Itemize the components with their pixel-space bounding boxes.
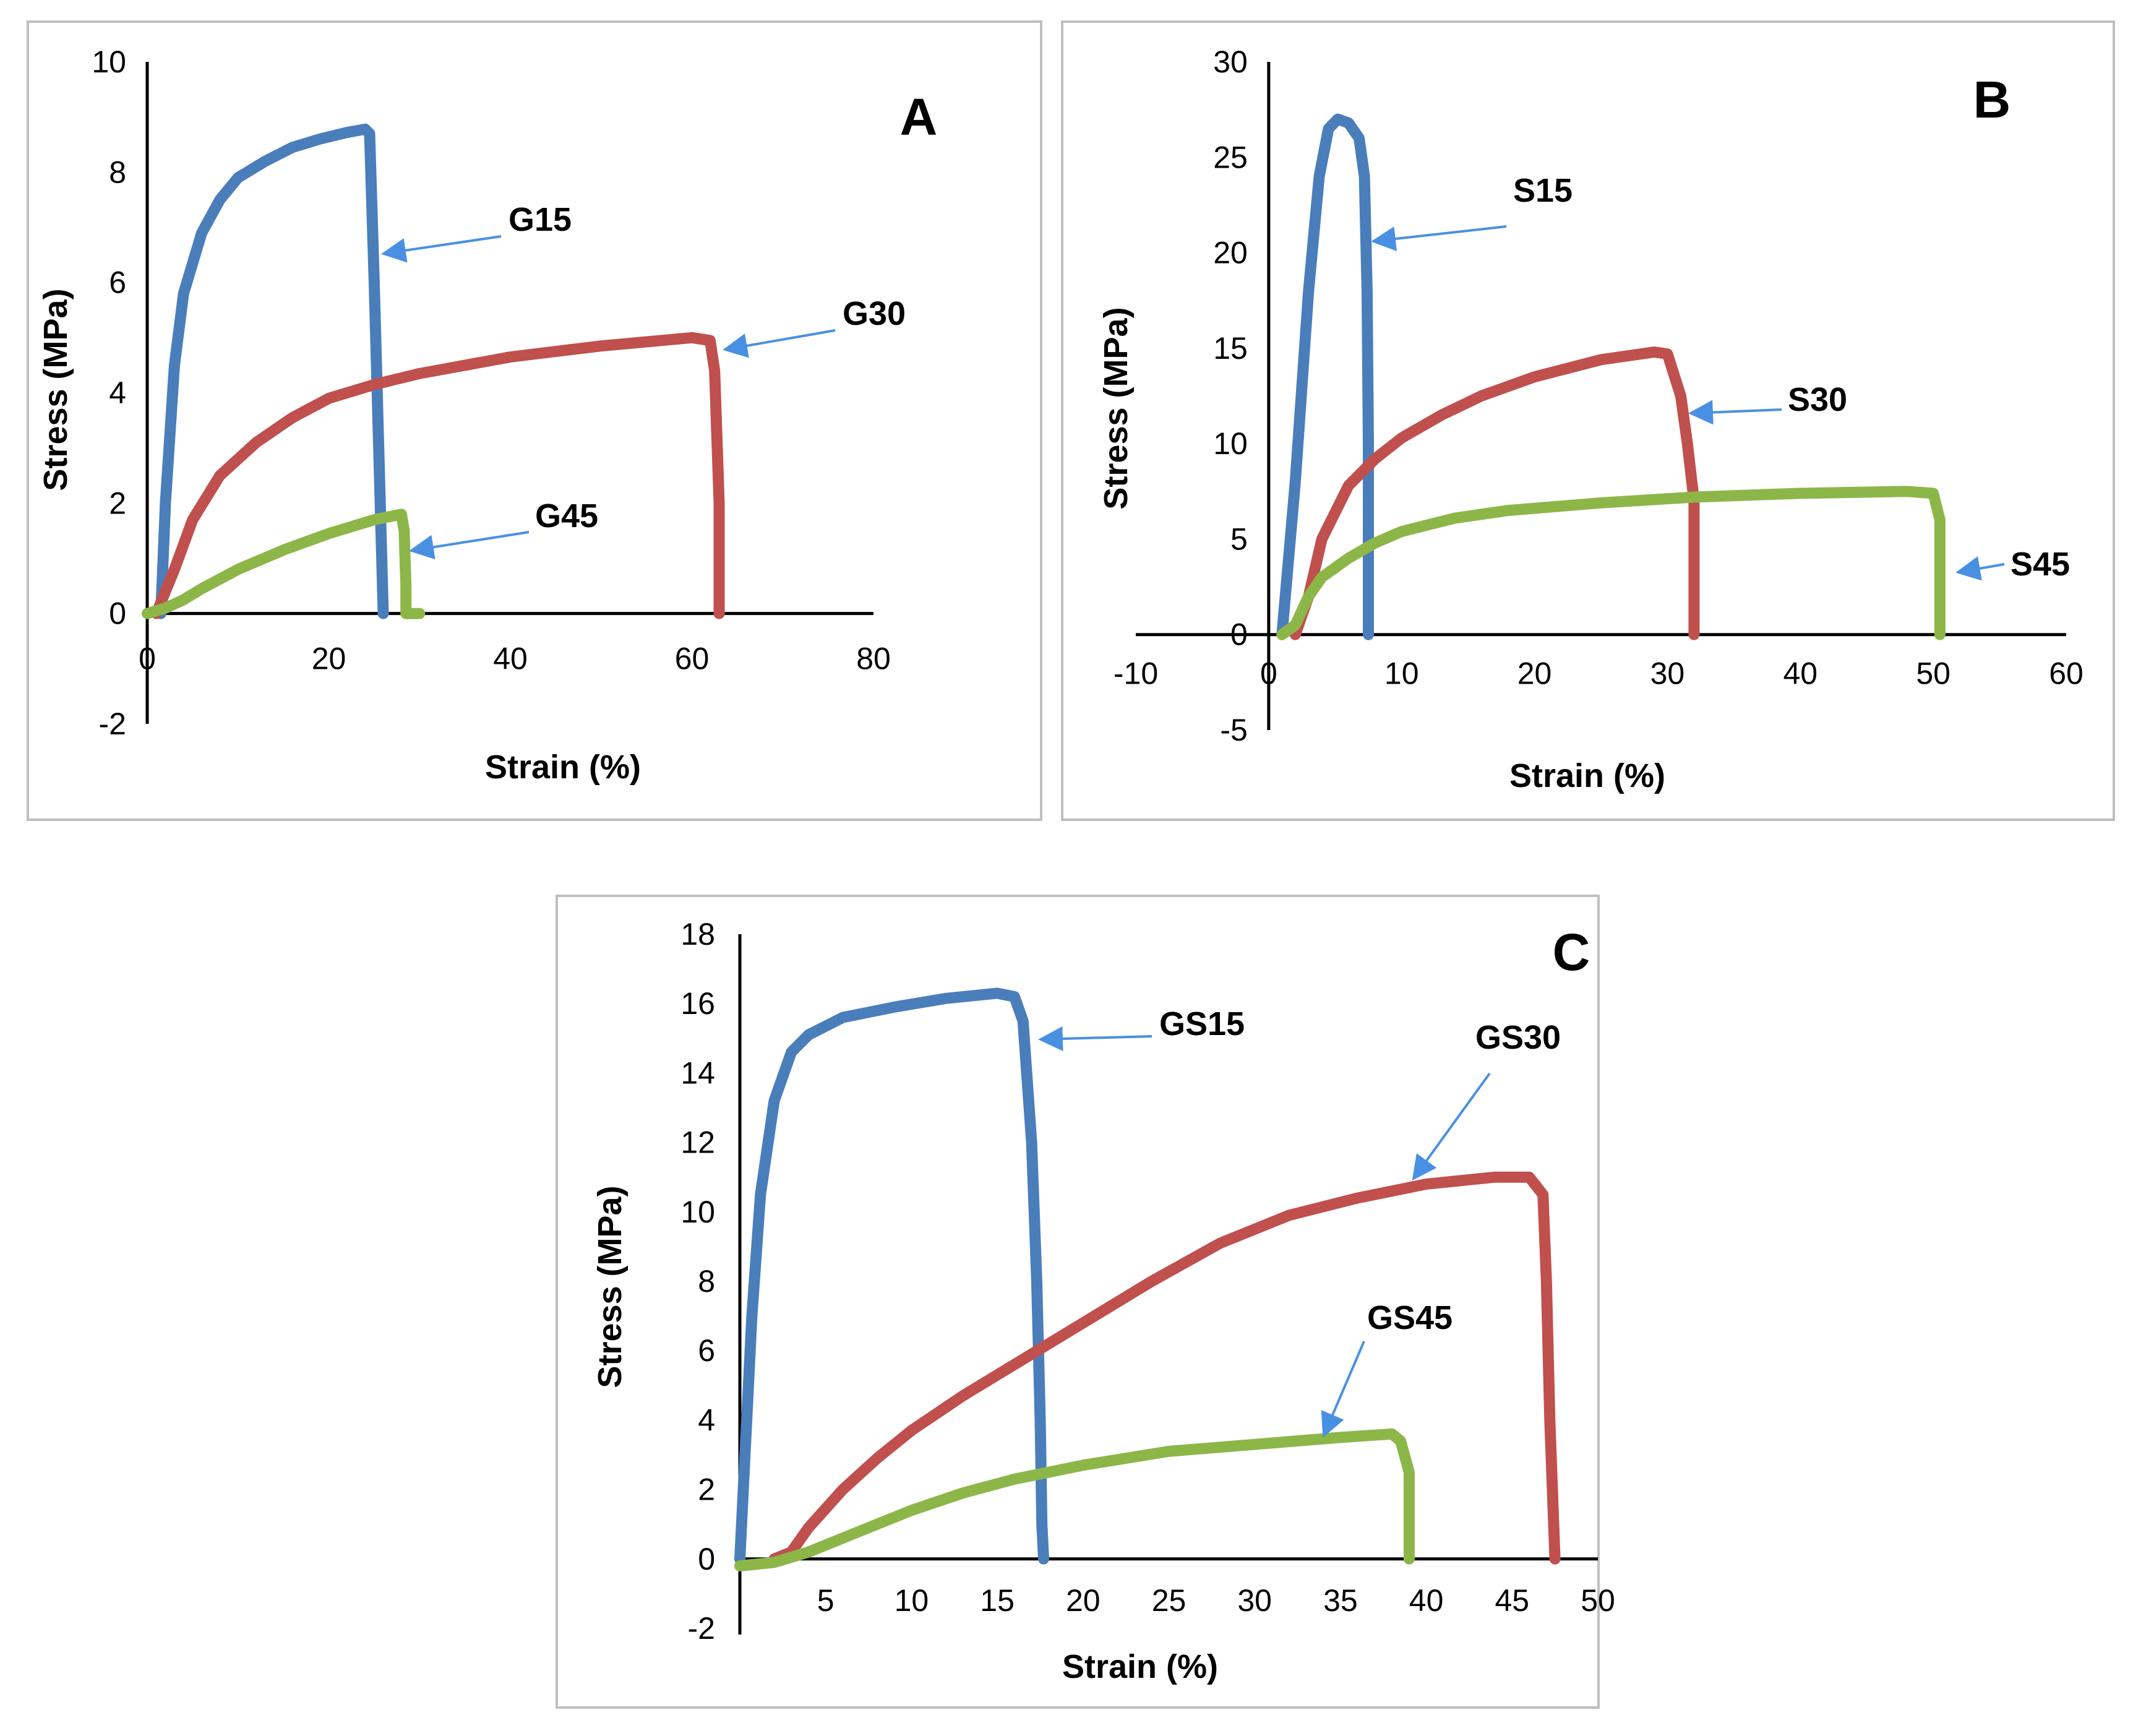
panel-a-letter: A <box>900 88 938 146</box>
label-s30-arrow <box>1688 400 1782 425</box>
panel-a-y-tick-label: 10 <box>92 45 126 79</box>
panel-c-y-tick-label: 8 <box>698 1264 715 1299</box>
label-gs30-arrow <box>1412 1072 1491 1181</box>
panel-c-x-tick-label: 5 <box>817 1583 835 1618</box>
panel-b-x-tick-label: -10 <box>1114 656 1158 691</box>
series-s45-curve <box>1276 486 1946 640</box>
panel-b-frame <box>1061 20 2115 821</box>
panel-a-chart: 0 20 40 60 80 -2 0 2 4 6 8 10 Strain (%) Stress (MPa)… <box>37 45 937 786</box>
panel-c-x-tick-label: 15 <box>980 1583 1015 1618</box>
series-gs15-curve <box>734 987 1049 1565</box>
panel-a-y-tick-label: 4 <box>109 376 126 410</box>
series-g45-curve <box>142 509 426 619</box>
label-g45-arrow <box>409 531 530 560</box>
panel-c-y-tick-label: 16 <box>680 986 715 1021</box>
series-gs30-curve <box>768 1171 1561 1565</box>
panel-c-x-tick-label: 45 <box>1495 1583 1529 1618</box>
panel-c-x-axis-title: Strain (%) <box>1062 1648 1218 1685</box>
label-g15-arrow <box>381 235 502 263</box>
panel-c-y-tick-label: 0 <box>698 1542 715 1576</box>
panel-c-x-tick-label: 40 <box>1409 1583 1444 1618</box>
panel-b-y-tick-label: -5 <box>1220 713 1247 747</box>
panel-b-x-tick-label: 60 <box>2049 656 2084 691</box>
panel-a-y-axis-title: Stress (MPa) <box>37 288 74 491</box>
panel-c-y-tick-label: 4 <box>698 1403 715 1437</box>
panel-a-x-axis-title: Strain (%) <box>485 749 641 786</box>
panel-b-y-tick-label: 15 <box>1213 331 1248 366</box>
label-gs45: GS45 <box>1367 1299 1453 1336</box>
panel-c-frame <box>556 895 1600 1709</box>
label-s30: S30 <box>1788 381 1847 418</box>
panel-b-y-tick-label: 0 <box>1230 617 1248 652</box>
label-g30-arrow <box>723 329 836 358</box>
panel-c-x-tick-label: 20 <box>1066 1583 1101 1618</box>
panel-c-y-tick-label: -2 <box>688 1611 715 1646</box>
panel-c-chart: 5 10 15 20 25 30 35 40 45 50 -2 0 2 4 6 8 10 12 14 16 18 Stra… <box>591 917 1615 1685</box>
series-gs45-curve <box>734 1428 1415 1571</box>
panel-b-x-tick-label: 10 <box>1384 656 1419 691</box>
panel-b-letter: B <box>1973 71 2011 129</box>
panel-a-y-tick-label: -2 <box>99 707 126 741</box>
panel-c-y-tick-label: 10 <box>680 1195 715 1229</box>
panel-b-y-tick-label: 20 <box>1213 236 1248 270</box>
panel-a-x-tick-label: 20 <box>312 642 346 676</box>
panel-a-y-tick-label: 8 <box>109 155 126 189</box>
panel-c-y-tick-label: 14 <box>680 1055 715 1090</box>
label-gs15: GS15 <box>1159 1005 1245 1042</box>
label-gs15-arrow <box>1038 1026 1152 1051</box>
panel-b-y-tick-label: 30 <box>1213 45 1248 79</box>
panel-b-x-tick-label: 30 <box>1650 656 1685 691</box>
panel-a-x-tick-label: 60 <box>675 642 710 676</box>
panel-a-x-tick-label: 0 <box>139 642 156 676</box>
panel-b-x-tick-label: 50 <box>1916 656 1951 691</box>
panel-c-x-tick-label: 30 <box>1237 1583 1272 1618</box>
panel-a-y-tick-label: 2 <box>109 486 126 520</box>
label-gs30: GS30 <box>1475 1019 1561 1056</box>
panel-b-x-tick-label: 20 <box>1517 656 1552 691</box>
panel-b-x-axis-title: Strain (%) <box>1509 757 1665 794</box>
series-g15-curve <box>155 123 389 619</box>
panel-a-x-tick-label: 40 <box>493 642 528 676</box>
panel-c-letter: C <box>1553 923 1590 981</box>
panel-b-y-axis-title: Stress (MPa) <box>1097 307 1135 509</box>
panel-c-x-tick-label: 25 <box>1152 1583 1187 1618</box>
label-gs45-arrow <box>1321 1341 1365 1438</box>
label-g15: G15 <box>509 201 572 238</box>
panel-a-x-tick-label: 80 <box>856 642 891 676</box>
panel-c-x-tick-label: 35 <box>1323 1583 1358 1618</box>
panel-b-y-tick-label: 5 <box>1230 522 1248 556</box>
panel-c-x-tick-label: 10 <box>895 1583 929 1618</box>
panel-c-y-tick-label: 6 <box>698 1333 715 1368</box>
series-s15-curve <box>1276 113 1374 640</box>
label-s45: S45 <box>2011 546 2070 583</box>
label-s15-arrow <box>1371 225 1507 251</box>
panel-c-y-tick-label: 2 <box>698 1472 715 1507</box>
panel-c-y-tick-label: 18 <box>680 917 715 952</box>
label-s45-arrow <box>1955 556 2005 581</box>
panel-b-chart: -10 0 10 20 30 40 50 60 -5 0 5 10 15 20 25 30 Strain (%)… <box>1097 45 2084 794</box>
panel-a-y-tick-label: 6 <box>109 265 126 300</box>
panel-c-x-tick-label: 50 <box>1581 1583 1615 1618</box>
panel-b-x-tick-label: 0 <box>1260 656 1277 691</box>
label-g30: G30 <box>843 295 906 332</box>
series-s30-curve <box>1289 346 1700 640</box>
panel-c-y-tick-label: 12 <box>680 1125 715 1160</box>
panel-b-x-tick-label: 40 <box>1783 656 1818 691</box>
series-g30-curve <box>150 332 725 619</box>
label-s15: S15 <box>1513 172 1573 209</box>
label-g45: G45 <box>535 497 598 535</box>
panel-b-y-tick-label: 25 <box>1213 140 1248 174</box>
panel-a-y-tick-label: 0 <box>109 596 126 631</box>
panel-b-y-tick-label: 10 <box>1213 426 1248 461</box>
panel-c-y-axis-title: Stress (MPa) <box>591 1185 629 1388</box>
panel-a-frame <box>27 20 1042 821</box>
